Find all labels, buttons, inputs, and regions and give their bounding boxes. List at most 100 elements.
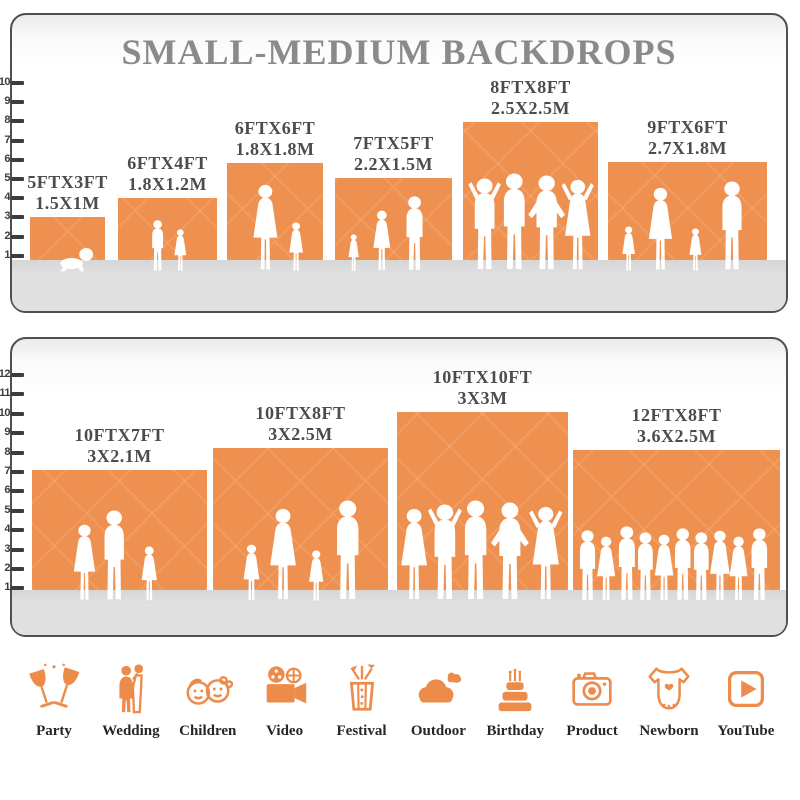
ruler-tick bbox=[11, 373, 24, 377]
backdrop-rect-6ftx6ft bbox=[227, 163, 323, 260]
backdrop-rect-6ftx4ft bbox=[118, 198, 217, 260]
category-newborn: Newborn bbox=[631, 662, 707, 740]
ruler-number: 2 bbox=[4, 562, 10, 574]
ruler-tick bbox=[11, 547, 24, 552]
ruler-tick bbox=[11, 253, 24, 258]
people-silhouette-9ftx6ft bbox=[622, 181, 742, 271]
backdrop-label-9ftx6ft: 9FTX6FT 2.7X1.8M bbox=[598, 117, 778, 159]
backdrop-label-6ftx6ft: 6FTX6FT 1.8X1.8M bbox=[185, 118, 365, 160]
backdrop-size-ft: 12FTX8FT bbox=[631, 405, 722, 425]
backdrop-rect-10ftx8ft bbox=[213, 448, 388, 590]
ruler-tick bbox=[11, 470, 24, 474]
category-label: Outdoor bbox=[410, 723, 466, 739]
backdrop-label-12ftx8ft: 12FTX8FT 3.6X2.5M bbox=[587, 405, 767, 447]
wedding-icon bbox=[119, 664, 143, 714]
ruler-number: 8 bbox=[4, 114, 10, 127]
category-party: Party bbox=[16, 662, 92, 740]
backdrop-size-m: 1.5X1M bbox=[35, 193, 100, 214]
video-icon bbox=[266, 666, 306, 704]
ruler-number: 10 bbox=[0, 76, 11, 88]
backdrop-size-ft: 9FTX6FT bbox=[647, 117, 728, 137]
backdrop-size-m: 2.7X1.8M bbox=[648, 138, 727, 159]
people-silhouette-6ftx4ft bbox=[152, 220, 187, 271]
backdrop-size-ft: 6FTX4FT bbox=[127, 153, 208, 173]
people-silhouette-8ftx8ft bbox=[468, 173, 594, 270]
category-youtube: YouTube bbox=[708, 662, 784, 740]
ruler-number: 9 bbox=[4, 426, 10, 439]
panel-small-medium: SMALL-MEDIUM BACKDROPS 10 9 8 7 6 5 4 3 2 1 5FTX3F… bbox=[0, 13, 788, 313]
people-silhouette-5ftx3ft bbox=[60, 247, 94, 272]
page-title: SMALL-MEDIUM BACKDROPS bbox=[121, 32, 677, 72]
ruler-number: 3 bbox=[4, 210, 10, 223]
ruler-tick bbox=[11, 177, 24, 181]
category-label: Video bbox=[266, 723, 304, 739]
category-label: Newborn bbox=[639, 723, 699, 739]
category-label: Product bbox=[566, 723, 618, 739]
ruler-number: 8 bbox=[4, 445, 10, 458]
backdrop-size-m: 2.2X1.5M bbox=[354, 154, 433, 175]
category-label: Festival bbox=[336, 723, 387, 739]
backdrop-size-ft: 10FTX8FT bbox=[255, 403, 346, 423]
ruler-number: 9 bbox=[4, 95, 10, 108]
ruler-tick bbox=[11, 392, 24, 397]
ruler-tick bbox=[11, 215, 24, 220]
backdrop-size-m: 3.6X2.5M bbox=[637, 426, 716, 447]
ruler-tick bbox=[11, 431, 24, 436]
ruler-tick bbox=[11, 586, 24, 591]
ruler-tick bbox=[11, 450, 24, 455]
ruler-tick bbox=[11, 411, 24, 416]
category-label: Wedding bbox=[102, 723, 160, 739]
category-label: YouTube bbox=[717, 723, 775, 739]
ruler-number: 12 bbox=[0, 368, 11, 380]
backdrop-size-ft: 8FTX8FT bbox=[490, 77, 571, 97]
floor-strip bbox=[12, 590, 786, 635]
ruler-number: 6 bbox=[4, 152, 10, 165]
ruler-tick bbox=[11, 196, 24, 201]
ruler-tick bbox=[11, 81, 24, 85]
ruler-number: 10 bbox=[0, 406, 11, 419]
category-outdoor: Outdoor bbox=[400, 662, 476, 740]
category-label: Children bbox=[179, 723, 237, 739]
category-label: Party bbox=[36, 723, 72, 739]
backdrop-size-m: 1.8X1.2M bbox=[128, 174, 207, 195]
product-icon bbox=[572, 672, 612, 706]
backdrop-size-ft: 5FTX3FT bbox=[27, 172, 108, 192]
backdrop-rect-7ftx5ft bbox=[335, 178, 452, 260]
ruler-tick bbox=[11, 234, 24, 239]
newborn-icon bbox=[648, 667, 690, 710]
backdrop-size-m: 3X2.1M bbox=[87, 446, 152, 467]
backdrop-size-m: 3X2.5M bbox=[268, 424, 333, 445]
ruler-number: 4 bbox=[4, 191, 10, 204]
ruler-number: 6 bbox=[4, 484, 10, 497]
ruler-number: 2 bbox=[4, 229, 10, 242]
backdrop-label-7ftx5ft: 7FTX5FT 2.2X1.5M bbox=[304, 133, 484, 175]
ruler-number: 11 bbox=[0, 387, 11, 400]
ruler-number: 5 bbox=[4, 172, 10, 184]
ruler-tick bbox=[11, 100, 24, 105]
ruler-tick bbox=[11, 528, 24, 533]
backdrop-size-ft: 6FTX6FT bbox=[234, 118, 316, 138]
category-birthday: Birthday bbox=[477, 662, 553, 740]
ruler-tick bbox=[11, 138, 24, 143]
ruler-tick bbox=[11, 157, 24, 162]
people-silhouette-12ftx8ft bbox=[579, 526, 768, 601]
people-silhouette-10ftx8ft bbox=[243, 500, 359, 601]
ruler-number: 3 bbox=[4, 542, 10, 555]
backdrop-label-6ftx4ft: 6FTX4FT 1.8X1.2M bbox=[78, 153, 258, 195]
backdrop-label-10ftx8ft: 10FTX8FT 3X2.5M bbox=[211, 403, 391, 445]
festival-icon bbox=[349, 664, 375, 711]
backdrop-size-ft: 10FTX7FT bbox=[74, 425, 165, 445]
people-silhouette-10ftx7ft bbox=[73, 510, 157, 601]
ruler-number: 1 bbox=[4, 248, 10, 261]
backdrop-size-ft: 7FTX5FT bbox=[353, 133, 434, 153]
ruler-tick bbox=[11, 508, 24, 513]
category-video: Video bbox=[247, 662, 323, 740]
backdrop-label-8ftx8ft: 8FTX8FT 2.5X2.5M bbox=[441, 77, 621, 119]
children-icon bbox=[186, 675, 233, 705]
backdrop-label-10ftx10ft: 10FTX10FT 3X3M bbox=[393, 367, 573, 409]
backdrop-label-5ftx3ft: 5FTX3FT 1.5X1M bbox=[0, 172, 158, 214]
category-festival: Festival bbox=[324, 662, 400, 740]
ruler-tick bbox=[11, 119, 24, 124]
category-label: Birthday bbox=[486, 723, 544, 739]
backdrop-size-m: 1.8X1.8M bbox=[235, 139, 315, 160]
